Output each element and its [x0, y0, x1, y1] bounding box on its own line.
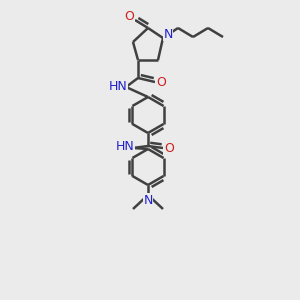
Text: N: N — [163, 28, 173, 40]
Text: N: N — [143, 194, 153, 206]
Text: O: O — [164, 142, 174, 154]
Text: HN: HN — [116, 140, 134, 154]
Text: O: O — [156, 76, 166, 88]
Text: HN: HN — [109, 80, 128, 92]
Text: O: O — [124, 11, 134, 23]
